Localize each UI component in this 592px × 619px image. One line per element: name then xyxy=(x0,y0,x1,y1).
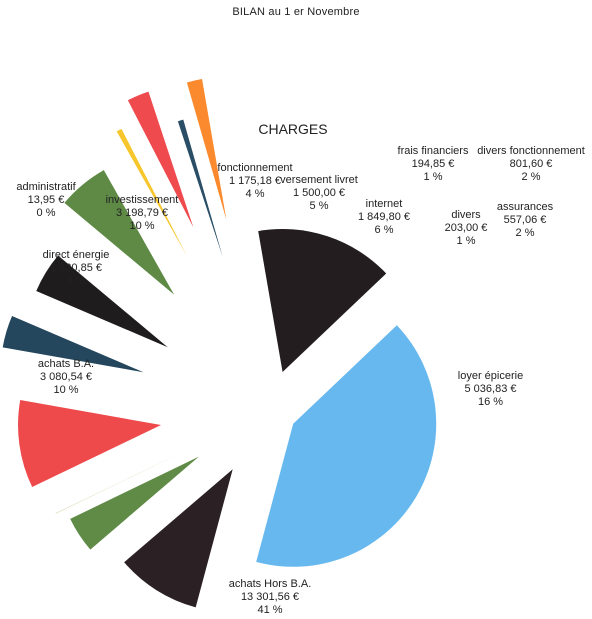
label-name: achats B.A. xyxy=(37,358,95,370)
label-amount: 1 500,00 € xyxy=(293,187,345,199)
label-versement-livret: versement livret 1 500,00 € 5 % xyxy=(272,174,366,213)
label-name: investissement xyxy=(105,194,179,206)
label-fonctionnement: fonctionnement 1 175,18 € 4 % xyxy=(212,162,298,201)
label-amount: 13,95 € xyxy=(27,194,65,206)
label-name: fonctionnement xyxy=(217,162,293,174)
label-amount: 3 198,79 € xyxy=(116,207,168,219)
pie-slice-direct-nergie xyxy=(70,456,199,550)
label-name: divers fonctionnement xyxy=(477,145,585,157)
pie-slice-divers xyxy=(177,119,223,258)
chart-title: CHARGES xyxy=(258,121,328,137)
label-divers: divers 203,00 € 1 % xyxy=(438,209,494,248)
label-administratif: administratif 13,95 € 0 % xyxy=(6,181,86,220)
label-internet: internet 1 849,80 € 6 % xyxy=(352,198,416,237)
label-name: administratif xyxy=(16,181,76,193)
pie-slice-frais-financiers xyxy=(116,128,187,256)
pie-slice-assurances xyxy=(186,79,227,220)
label-name: assurances xyxy=(496,201,554,213)
label-name: direct énergie xyxy=(42,249,110,261)
label-amount: 1 175,18 € xyxy=(229,175,281,187)
label-name: loyer épicerie xyxy=(457,370,524,382)
label-direct-energie: direct énergie 1 320,85 € 4 % xyxy=(36,249,116,288)
pie-slice-achats-hors-b-a- xyxy=(256,325,437,567)
label-percent: 4 % xyxy=(245,188,265,200)
pie-slice-versement-livret xyxy=(36,255,168,348)
page-title: BILAN au 1 er Novembre xyxy=(232,6,360,18)
label-percent: 4 % xyxy=(66,275,86,287)
label-amount: 557,06 € xyxy=(503,214,547,226)
label-amount: 203,00 € xyxy=(444,222,488,234)
label-divers-fonctionnement: divers fonctionnement 801,60 € 2 % xyxy=(474,145,588,184)
label-percent: 2 % xyxy=(515,227,535,239)
pie-slice-fonctionnement xyxy=(2,316,144,373)
label-name: internet xyxy=(365,198,403,210)
label-name: achats Hors B.A. xyxy=(228,578,312,590)
label-assurances: assurances 557,06 € 2 % xyxy=(490,201,560,240)
label-percent: 1 % xyxy=(456,235,476,247)
label-percent: 6 % xyxy=(374,224,394,236)
label-percent: 41 % xyxy=(257,604,283,616)
label-loyer-epicerie: loyer épicerie 5 036,83 € 16 % xyxy=(448,370,533,409)
pie-slice-divers-fonctionnement xyxy=(127,91,194,228)
label-amount: 1 320,85 € xyxy=(50,262,102,274)
pie-slice-achats-b-a- xyxy=(124,469,233,608)
label-amount: 801,60 € xyxy=(509,158,553,170)
label-percent: 0 % xyxy=(36,207,56,219)
label-name: divers xyxy=(451,209,481,221)
label-amount: 194,85 € xyxy=(411,158,455,170)
label-percent: 1 % xyxy=(423,171,443,183)
pie-slice-internet xyxy=(64,170,175,295)
label-percent: 10 % xyxy=(129,220,155,232)
label-amount: 3 080,54 € xyxy=(40,371,92,383)
label-amount: 5 036,83 € xyxy=(464,383,517,395)
pie-slice-investissement xyxy=(18,400,162,487)
pie-slice-administratif xyxy=(55,451,185,514)
label-amount: 13 301,56 € xyxy=(240,591,300,603)
label-percent: 2 % xyxy=(521,171,541,183)
label-percent: 16 % xyxy=(477,396,504,408)
label-name: frais financiers xyxy=(397,145,469,157)
label-achats-hors-ba: achats Hors B.A. 13 301,56 € 41 % xyxy=(210,578,330,617)
label-investissement: investissement 3 198,79 € 10 % xyxy=(96,194,188,233)
label-name: versement livret xyxy=(280,174,358,186)
label-percent: 10 % xyxy=(53,384,79,396)
pie-slice-loyer-picerie xyxy=(258,229,387,373)
label-achats-ba: achats B.A. 3 080,54 € 10 % xyxy=(30,358,102,397)
label-amount: 1 849,80 € xyxy=(358,211,410,223)
label-percent: 5 % xyxy=(309,200,329,212)
label-frais-financiers: frais financiers 194,85 € 1 % xyxy=(388,145,478,184)
